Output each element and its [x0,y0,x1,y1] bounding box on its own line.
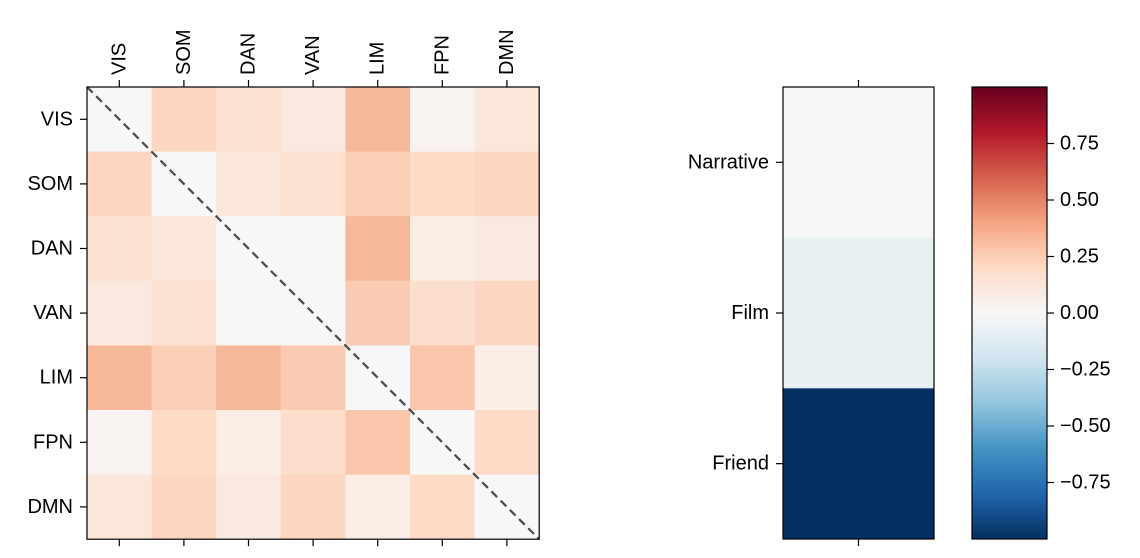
matrix-cell-dmn-som [151,474,217,540]
matrix-cell-dan-vis [87,216,153,282]
matrix-cell-som-lim [345,151,411,217]
colorbar-tick-label: −0.75 [1060,472,1111,494]
matrix-y-tick-label-van: VAN [33,302,73,324]
matrix-y-tick-label-dmn: DMN [27,496,73,518]
matrix-cell-van-som [151,280,217,346]
matrix-cell-fpn-lim [345,410,411,476]
matrix-diagonal-line [86,86,540,540]
matrix-cell-dmn-van [280,474,346,540]
colorbar-tick-label: 0.50 [1060,189,1099,211]
matrix-cell-lim-van [280,345,346,411]
matrix-cell-fpn-vis [87,410,153,476]
matrix-y-tick-label-fpn: FPN [33,431,73,453]
matrix-x-tick-label-dan: DAN [238,33,260,75]
matrix-cell-lim-vis [87,345,153,411]
matrix-cell-dmn-fpn [410,474,476,540]
colorbar-tick-label: 0.00 [1060,302,1099,324]
matrix-cell-vis-dmn [474,87,540,153]
matrix-cell-dmn-lim [345,474,411,540]
colorbar-tick-label: −0.25 [1060,359,1111,381]
condition-y-tick-label-film: Film [731,302,769,324]
matrix-cell-dmn-dan [216,474,282,540]
matrix-cell-vis-lim [345,87,411,153]
matrix-cell-lim-dan [216,345,282,411]
matrix-cell-van-vis [87,280,153,346]
matrix-x-tick-label-som: SOM [173,29,195,75]
condition-cell-narrative [783,87,934,239]
colorbar [971,86,1048,540]
matrix-x-tick-label-fpn: FPN [431,35,453,75]
matrix-cell-van-dmn [474,280,540,346]
matrix-cell-fpn-van [280,410,346,476]
matrix-cell-dan-dmn [474,216,540,282]
matrix-x-tick-label-dmn: DMN [496,29,518,75]
condition-y-tick-label-friend: Friend [712,453,769,475]
condition-cell-film [783,237,934,389]
matrix-y-tick-label-lim: LIM [40,367,73,389]
matrix-cell-vis-van [280,87,346,153]
condition-y-tick-label-narrative: Narrative [688,151,769,173]
colorbar-tick-label: −0.50 [1060,415,1111,437]
condition-cell-friend [783,388,934,540]
matrix-cell-dan-lim [345,216,411,282]
matrix-x-tick-label-van: VAN [302,35,324,75]
matrix-cell-vis-fpn [410,87,476,153]
colorbar-axis: 0.75 0.50 0.25 0.00 −0.25 −0.50 −0.75 [1047,133,1111,494]
matrix-cell-lim-fpn [410,345,476,411]
matrix-cell-dan-van [280,216,346,282]
colorbar-tick-label: 0.75 [1060,133,1099,155]
matrix-cell-dmn-vis [87,474,153,540]
matrix-cell-som-dan [216,151,282,217]
matrix-x-tick-label-lim: LIM [367,42,389,75]
matrix-cell-som-vis [87,151,153,217]
matrix-cell-van-lim [345,280,411,346]
matrix-y-axis: VIS SOM DAN VAN LIM FPN DMN [27,108,87,518]
matrix-cell-som-van [280,151,346,217]
network-matrix [87,87,540,540]
condition-strip [783,87,934,540]
matrix-cell-van-fpn [410,280,476,346]
matrix-cell-lim-dmn [474,345,540,411]
matrix-cell-fpn-dmn [474,410,540,476]
matrix-x-axis: VIS SOM DAN VAN LIM FPN DMN [108,29,518,547]
matrix-cell-vis-dan [216,87,282,153]
matrix-y-tick-label-vis: VIS [41,108,73,130]
matrix-cell-dan-fpn [410,216,476,282]
condition-y-axis: Narrative Film Friend [688,80,860,546]
matrix-y-tick-label-dan: DAN [31,238,73,260]
matrix-cell-fpn-dan [216,410,282,476]
matrix-cell-lim-som [151,345,217,411]
matrix-cell-van-dan [216,280,282,346]
matrix-cell-fpn-som [151,410,217,476]
matrix-cell-som-fpn [410,151,476,217]
colorbar-tick-label: 0.25 [1060,246,1099,268]
matrix-cell-som-dmn [474,151,540,217]
matrix-x-tick-label-vis: VIS [108,43,130,75]
matrix-cell-vis-som [151,87,217,153]
matrix-y-tick-label-som: SOM [27,173,73,195]
matrix-cell-dan-som [151,216,217,282]
